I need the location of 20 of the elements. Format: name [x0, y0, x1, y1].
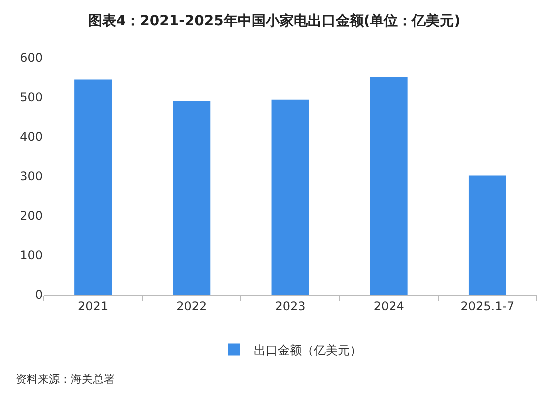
bar	[370, 76, 408, 295]
x-tick-label: 2024	[374, 299, 404, 314]
x-tick-label: 2022	[176, 299, 208, 314]
bar	[173, 101, 211, 295]
x-tick-label: 2025.1-7	[460, 299, 515, 314]
y-tick-label: 100	[20, 248, 43, 263]
y-tick-label: 600	[20, 51, 43, 66]
y-tick-label: 500	[20, 90, 43, 105]
bar	[468, 176, 506, 295]
x-tick-label: 2021	[78, 299, 109, 314]
y-tick-label: 200	[20, 209, 43, 224]
text: 资料来源：海关总署	[16, 373, 115, 386]
y-tick-label: 400	[20, 130, 43, 144]
y-tick-label: 0	[35, 288, 43, 302]
legend-label: 出口金额（亿美元）	[254, 343, 362, 358]
bar	[74, 80, 112, 295]
bar	[272, 100, 310, 295]
x-tick-label: 2023	[275, 299, 306, 314]
chart-title: 图表4：2021-2025年中国小家电出口金额(单位：亿美元)	[88, 12, 461, 30]
y-tick-label: 300	[20, 170, 43, 184]
